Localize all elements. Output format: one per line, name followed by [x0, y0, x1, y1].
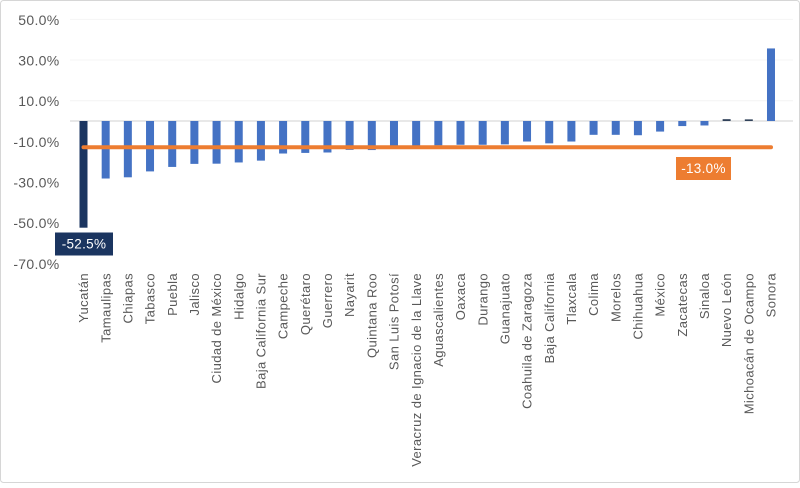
svg-text:Puebla: Puebla	[165, 273, 180, 316]
svg-text:Oaxaca: Oaxaca	[453, 273, 468, 321]
svg-text:Tamaulipas: Tamaulipas	[98, 273, 113, 343]
svg-text:Quintana Roo: Quintana Roo	[364, 273, 379, 358]
svg-text:Querétaro: Querétaro	[298, 273, 313, 335]
svg-text:50.0%: 50.0%	[18, 12, 59, 28]
svg-text:Jalisco: Jalisco	[187, 273, 202, 316]
svg-text:Campeche: Campeche	[276, 273, 291, 339]
svg-text:-13.0%: -13.0%	[681, 161, 726, 176]
svg-text:-30.0%: -30.0%	[13, 175, 59, 191]
svg-text:Sinaloa: Sinaloa	[697, 273, 712, 320]
svg-text:Guanajuato: Guanajuato	[497, 273, 512, 344]
svg-text:Guerrero: Guerrero	[320, 273, 335, 328]
svg-text:Durango: Durango	[475, 273, 490, 326]
svg-text:Baja California: Baja California	[542, 273, 557, 364]
svg-text:Nayarit: Nayarit	[342, 273, 357, 317]
svg-text:Baja California Sur: Baja California Sur	[254, 273, 269, 389]
svg-text:Aguascalientes: Aguascalientes	[431, 273, 446, 367]
svg-text:Morelos: Morelos	[608, 273, 623, 322]
svg-text:Tabasco: Tabasco	[143, 273, 158, 324]
svg-text:Chihuahua: Chihuahua	[631, 273, 646, 340]
svg-text:-70.0%: -70.0%	[13, 256, 59, 272]
svg-text:Sonora: Sonora	[764, 273, 779, 318]
svg-text:-10.0%: -10.0%	[13, 134, 59, 150]
svg-text:México: México	[653, 273, 668, 317]
svg-text:Nuevo León: Nuevo León	[719, 273, 734, 347]
svg-text:Hidalgo: Hidalgo	[231, 273, 246, 320]
svg-text:Ciudad de México: Ciudad de México	[209, 273, 224, 383]
svg-text:-50.0%: -50.0%	[13, 215, 59, 231]
svg-text:Chiapas: Chiapas	[120, 273, 135, 324]
svg-text:-52.5%: -52.5%	[62, 237, 107, 252]
svg-text:Zacatecas: Zacatecas	[675, 273, 690, 337]
svg-text:San Luis Potosí: San Luis Potosí	[387, 273, 402, 370]
svg-text:Michoacán de Ocampo: Michoacán de Ocampo	[741, 273, 756, 414]
svg-text:10.0%: 10.0%	[18, 93, 59, 109]
svg-text:Coahuila de Zaragoza: Coahuila de Zaragoza	[520, 273, 535, 409]
svg-text:30.0%: 30.0%	[18, 53, 59, 69]
svg-text:Yucatán: Yucatán	[76, 273, 91, 323]
svg-text:Veracruz de Ignacio de la Llav: Veracruz de Ignacio de la Llave	[409, 273, 424, 467]
svg-text:Tlaxcala: Tlaxcala	[564, 273, 579, 325]
svg-text:Colima: Colima	[586, 273, 601, 316]
